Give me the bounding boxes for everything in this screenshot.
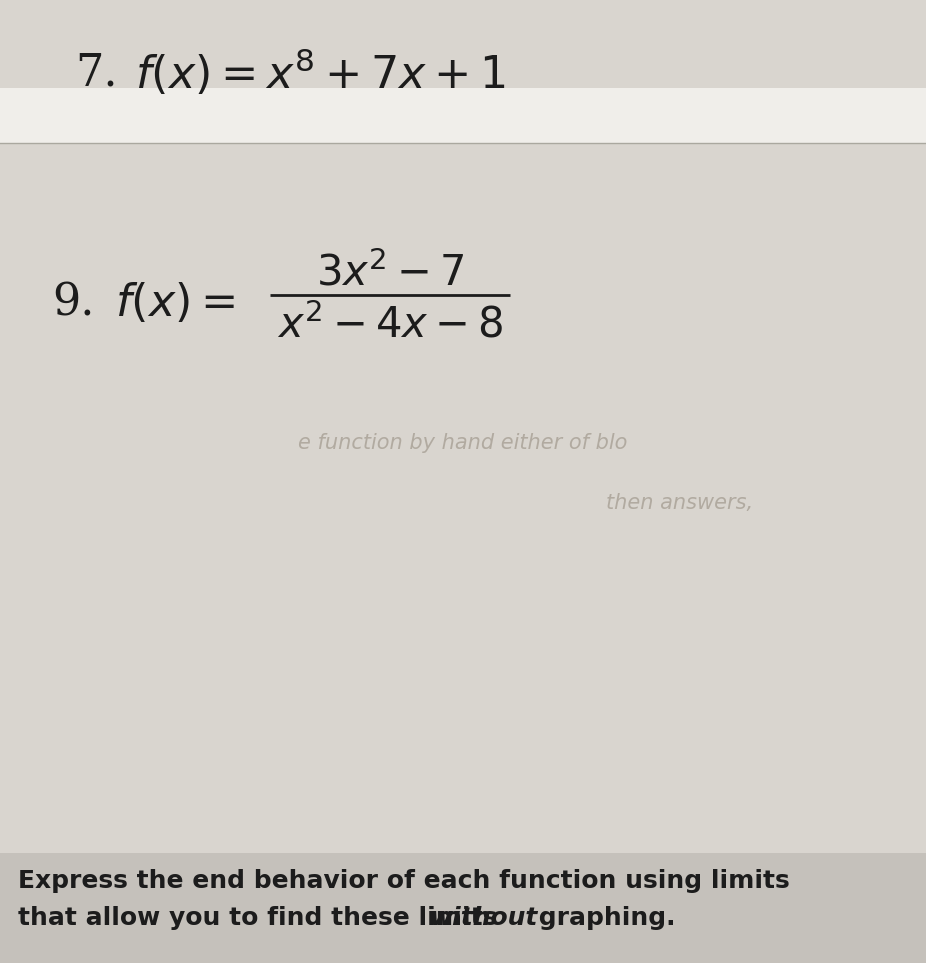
Bar bbox=[0, 0, 926, 853]
Bar bbox=[0, 143, 926, 963]
Text: without: without bbox=[430, 906, 538, 930]
Text: e function by hand either of blo: e function by hand either of blo bbox=[298, 433, 628, 453]
Text: $x^2-4x-8$: $x^2-4x-8$ bbox=[277, 303, 503, 347]
Text: graphing.: graphing. bbox=[530, 906, 675, 930]
Text: then answers,: then answers, bbox=[607, 493, 754, 513]
Text: $f(x) = x^8 + 7x + 1$: $f(x) = x^8 + 7x + 1$ bbox=[135, 48, 506, 98]
Text: $3x^2-7$: $3x^2-7$ bbox=[316, 251, 464, 295]
Text: 9.: 9. bbox=[52, 281, 94, 325]
Text: $f(x) =$: $f(x) =$ bbox=[115, 281, 235, 325]
Text: Express the end behavior of each function using limits: Express the end behavior of each functio… bbox=[18, 869, 790, 893]
Text: that allow you to find these limits: that allow you to find these limits bbox=[18, 906, 507, 930]
Bar bbox=[0, 88, 926, 143]
Text: 7.: 7. bbox=[75, 51, 118, 94]
Bar bbox=[0, 853, 926, 963]
